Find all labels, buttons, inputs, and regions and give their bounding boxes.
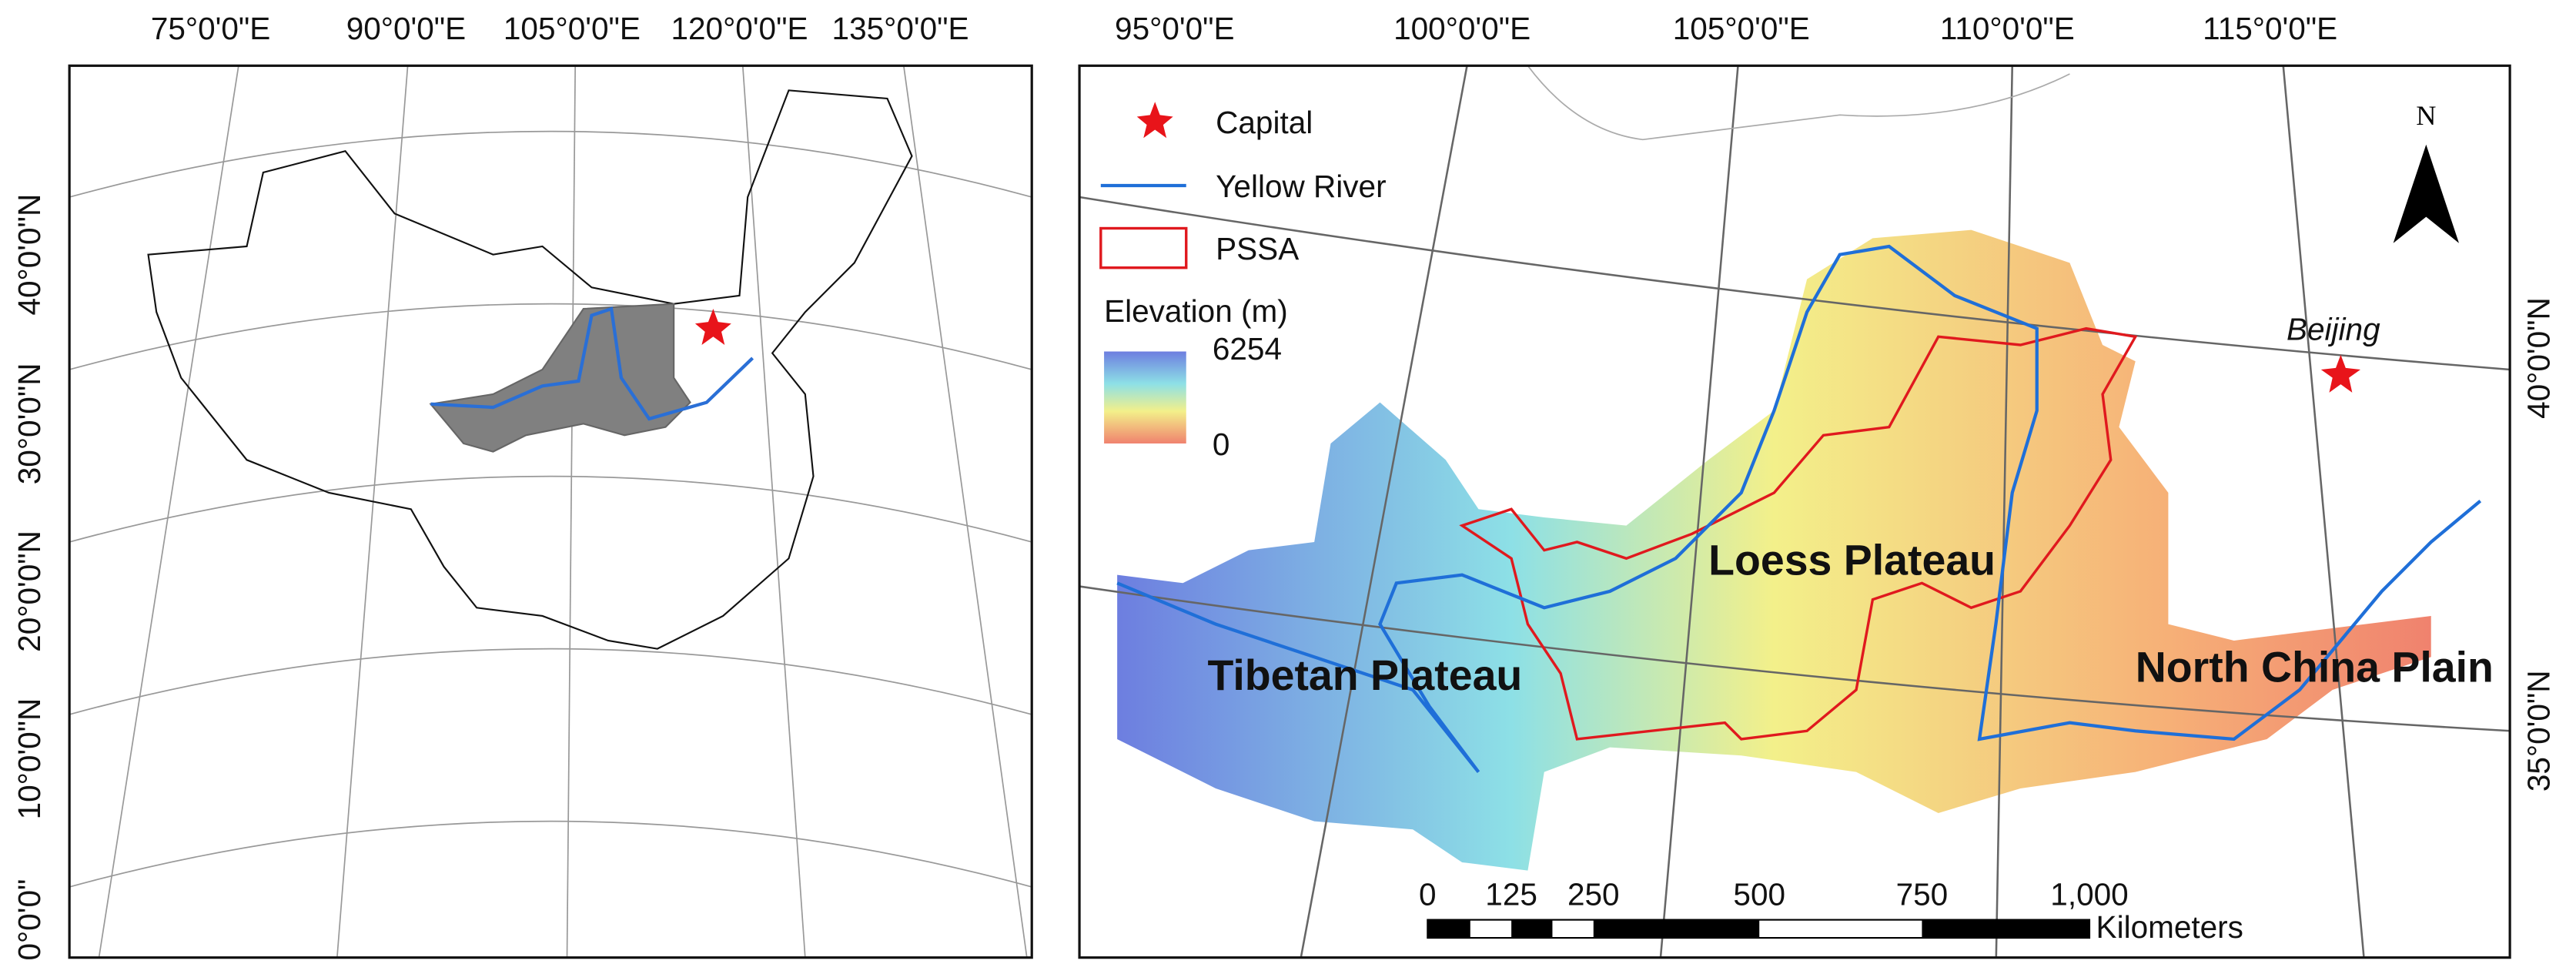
legend-title: Elevation (m) — [1104, 293, 1288, 329]
lon-label: 105°0'0"E — [503, 11, 641, 46]
scale-tick-label: 500 — [1733, 876, 1785, 912]
right-frame — [1078, 64, 2511, 959]
yellow-river-basin — [429, 303, 691, 453]
legend-ramp — [1104, 351, 1186, 443]
lat-label: 30°0'0"N — [12, 363, 47, 485]
place-label: Loess Plateau — [1708, 537, 1996, 584]
scale-segment — [1593, 919, 1760, 939]
left-map: 75°0'0"E 90°0'0"E 105°0'0"E 120°0'0"E 13… — [12, 11, 1033, 961]
legend-star — [1136, 102, 1173, 139]
legend-label: PSSA — [1216, 231, 1299, 266]
legend-label: Yellow River — [1216, 169, 1386, 204]
yellow-river — [430, 306, 754, 421]
legend-pssa — [1099, 226, 1188, 269]
place-label: Beijing — [2287, 312, 2380, 347]
scale-tick-label: 125 — [1485, 876, 1537, 912]
lon-label: 120°0'0"E — [671, 11, 808, 46]
china-outline — [147, 89, 913, 650]
left-graticule — [69, 65, 1032, 958]
capital-star — [694, 309, 731, 345]
lon-label: 110°0'0"E — [1940, 11, 2075, 46]
yellow-river — [1116, 244, 2482, 773]
scale-unit: Kilometers — [2096, 909, 2243, 945]
elevation-raster — [1117, 229, 2431, 871]
lon-label: 115°0'0"E — [2203, 11, 2337, 46]
legend-min: 0 — [1213, 427, 1230, 462]
lat-label: 10°0'0"N — [12, 698, 47, 820]
pssa-boundary — [1459, 326, 2138, 741]
legend: Capital Yellow River PSSA Elevation (m) … — [1099, 102, 1387, 462]
legend-label: Capital — [1216, 105, 1313, 140]
north-label: N — [2416, 100, 2436, 131]
scale-segment — [1511, 919, 1553, 939]
scale-segment — [1922, 919, 2090, 939]
right-graticule — [1079, 65, 2511, 958]
scale-segment — [1427, 919, 1470, 939]
lat-label: 0°0'0" — [12, 879, 47, 961]
lat-label: 40°0'0"N — [12, 194, 47, 316]
lat-label: 35°0'0"N — [2521, 670, 2556, 792]
lat-label: 20°0'0"N — [12, 531, 47, 652]
lon-label: 90°0'0"E — [346, 11, 466, 46]
lon-label: 95°0'0"E — [1115, 11, 1234, 46]
scale-tick-label: 1,000 — [2050, 876, 2128, 912]
left-frame — [68, 64, 1033, 959]
place-label: North China Plain — [2136, 643, 2494, 691]
lat-label: 40°0'0"N — [2521, 297, 2556, 419]
scale-tick-label: 750 — [1896, 876, 1949, 912]
right-map: 95°0'0"E 100°0'0"E 105°0'0"E 110°0'0"E 1… — [1078, 11, 2556, 959]
lon-label: 100°0'0"E — [1393, 11, 1531, 46]
place-label: Tibetan Plateau — [1207, 651, 1522, 699]
lon-label: 75°0'0"E — [151, 11, 270, 46]
legend-max: 6254 — [1213, 331, 1282, 367]
capital-star — [2320, 354, 2360, 393]
scale-bar: 0 125 250 500 750 1,000 Kilometers — [1419, 876, 2243, 945]
north-arrow — [2393, 144, 2459, 243]
lon-label: 135°0'0"E — [832, 11, 969, 46]
scale-tick-label: 0 — [1419, 876, 1437, 912]
scale-tick-label: 250 — [1567, 876, 1620, 912]
lon-label: 105°0'0"E — [1673, 11, 1810, 46]
